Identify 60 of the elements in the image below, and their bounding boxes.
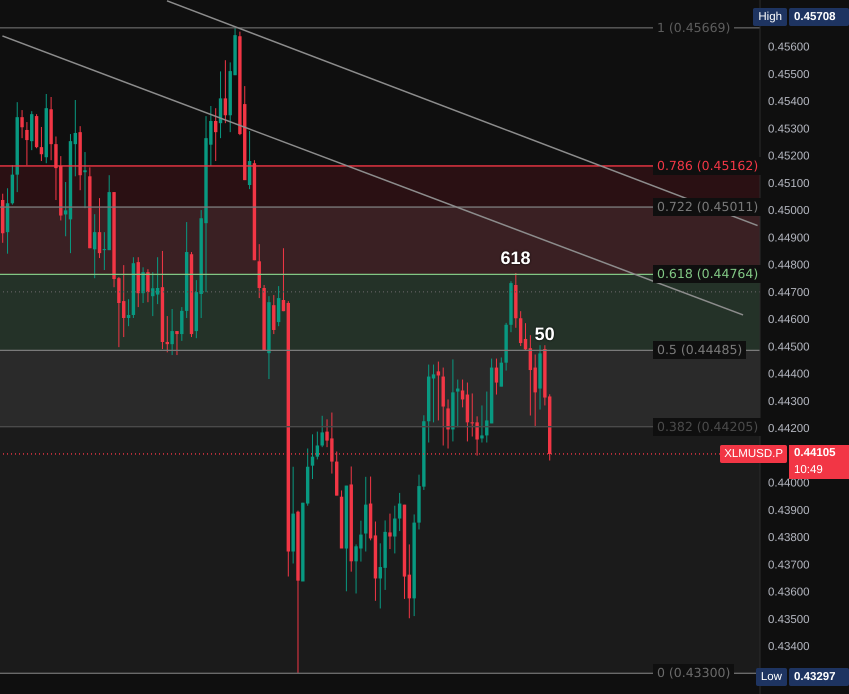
y-tick-label: 0.43700 [768, 559, 810, 572]
y-tick-label: 0.43900 [768, 504, 810, 517]
candlestick [480, 404, 484, 444]
y-tick-label: 0.44300 [768, 396, 810, 408]
candlestick [398, 492, 402, 532]
ref-line-label: 0.618 (0.44764) [653, 265, 762, 284]
y-tick-label: 0.45400 [768, 96, 810, 108]
ref-line-label: 1 (0.45669) [653, 18, 734, 37]
y-tick-label: 0.45600 [768, 42, 810, 54]
ref-line-label: 0.5 (0.44485) [653, 341, 746, 360]
y-tick-label: 0.45200 [768, 150, 810, 163]
ref-line-label: 0.722 (0.45011) [653, 198, 762, 216]
y-tick-label: 0.44400 [768, 368, 810, 381]
candlestick [170, 308, 174, 356]
text: 10:49 [794, 462, 824, 478]
y-tick-label: 0.43500 [768, 614, 810, 626]
candlestick [446, 398, 450, 449]
candlestick [316, 431, 320, 460]
candlestick [456, 379, 460, 428]
candlestick [276, 286, 280, 327]
candlestick [214, 108, 218, 162]
y-tick-label: 0.45000 [768, 205, 810, 218]
ref-line-label: 0.786 (0.45162) [653, 156, 762, 175]
y-tick-label: 0.44700 [768, 286, 810, 299]
ref-line-label: 0.382 (0.44205) [653, 418, 762, 436]
y-tick-label: 0.45300 [768, 123, 810, 136]
text: Low [756, 668, 787, 686]
candlestick [20, 110, 24, 139]
candlestick [141, 266, 145, 304]
ref-line-label: 0 (0.43300) [653, 664, 734, 682]
candlestick [436, 361, 440, 421]
candlestick [40, 126, 44, 162]
text: 0.44105 [794, 446, 837, 461]
candlestick [224, 60, 228, 124]
y-tick-label: 0.44000 [768, 478, 810, 490]
candlestick [166, 316, 169, 353]
y-tick-label: 0.44800 [768, 260, 810, 272]
annotation: 50 [534, 323, 556, 346]
text: 0.45708 [789, 8, 849, 26]
y-tick-label: 0.44500 [768, 341, 810, 354]
candlestick [126, 298, 130, 327]
y-tick-label: 0.44200 [768, 423, 810, 436]
candlestick [393, 505, 396, 554]
candlestick [320, 415, 324, 448]
text: 0.43297 [789, 668, 849, 686]
ref-line-label: XLMUSD.P [720, 444, 787, 463]
y-tick-label: 0.43800 [768, 532, 810, 544]
annotation: High [753, 8, 787, 26]
candlestick [92, 214, 96, 279]
y-tick-label: 0.44600 [768, 314, 810, 326]
candlestick [500, 356, 503, 388]
y-tick-label: 0.45100 [768, 178, 810, 190]
y-tick-label: 0.43400 [768, 641, 810, 654]
candlestick [248, 130, 252, 190]
candlestick [180, 306, 184, 342]
y-tick-label: 0.43600 [768, 586, 810, 599]
candlestick [146, 268, 150, 303]
y-tick-label: 0.45500 [768, 68, 810, 81]
y-tick-label: 0.44900 [768, 232, 810, 244]
annotation: 618 [500, 247, 532, 270]
